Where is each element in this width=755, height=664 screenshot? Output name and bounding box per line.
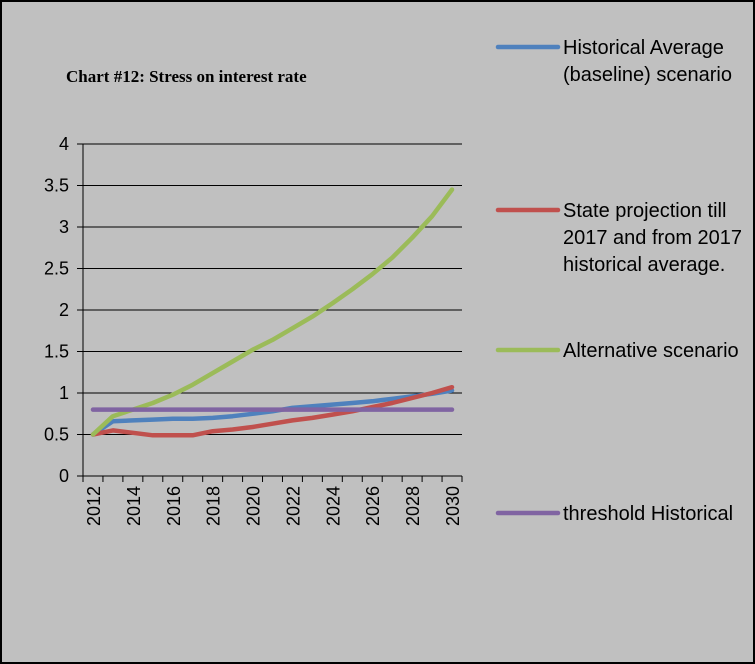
- y-tick-label: 3.5: [44, 176, 69, 196]
- x-tick-label: 2020: [244, 486, 264, 526]
- legend-label: State projection till 2017 and from 2017…: [563, 200, 743, 276]
- series-line: [90, 388, 455, 437]
- x-tick-label: 2014: [124, 486, 144, 526]
- x-tick-label: 2026: [363, 486, 383, 526]
- x-tick-label: 2016: [164, 486, 184, 526]
- x-tick-label: 2012: [84, 486, 104, 526]
- y-tick-label: 3: [59, 217, 69, 237]
- x-tick-label: 2030: [443, 486, 463, 526]
- legend-label: Historical Average (baseline) scenario: [563, 37, 732, 86]
- y-tick-label: 2: [59, 300, 69, 320]
- y-tick-label: 1.5: [44, 342, 69, 362]
- y-tick-label: 0: [59, 466, 69, 486]
- series-line: [90, 187, 455, 437]
- y-tick-label: 0.5: [44, 425, 69, 445]
- legend-label: Alternative scenario: [563, 340, 739, 362]
- x-tick-label: 2018: [204, 486, 224, 526]
- y-tick-label: 1: [59, 383, 69, 403]
- legend-label: threshold Historical: [563, 503, 734, 525]
- chart-title: Chart #12: Stress on interest rate: [66, 67, 307, 86]
- series-line: [90, 384, 455, 438]
- x-tick-label: 2028: [403, 486, 423, 526]
- y-tick-label: 2.5: [44, 259, 69, 279]
- x-tick-label: 2024: [323, 486, 343, 526]
- y-tick-label: 4: [59, 134, 69, 154]
- x-tick-label: 2022: [283, 486, 303, 526]
